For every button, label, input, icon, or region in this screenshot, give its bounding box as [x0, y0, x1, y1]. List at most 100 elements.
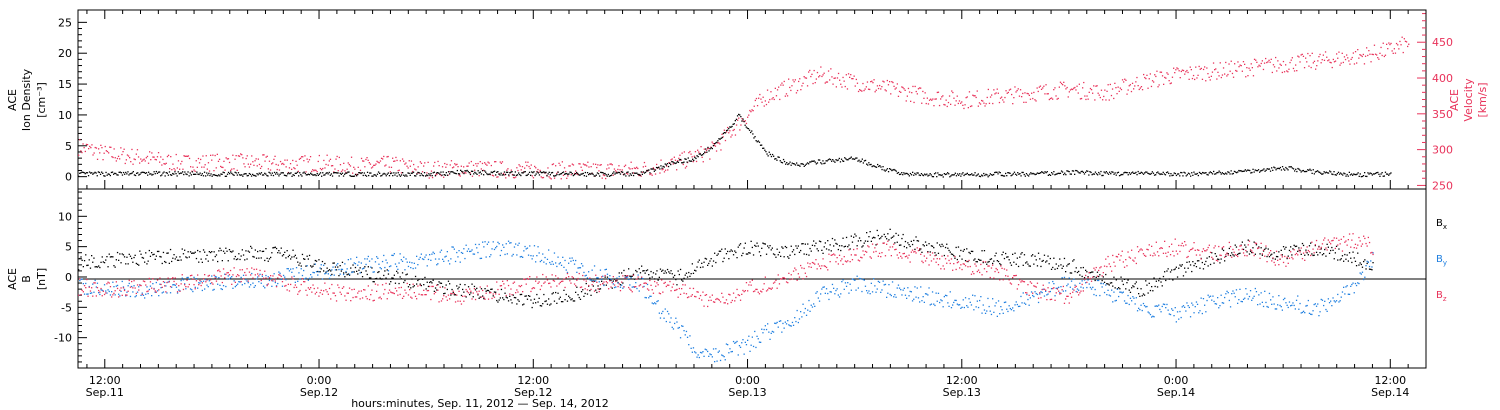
- velocity-point: [153, 156, 155, 158]
- velocity-point: [855, 78, 857, 81]
- bx-point: [948, 249, 950, 252]
- density-point: [1182, 175, 1184, 177]
- by-point: [505, 243, 507, 245]
- velocity-point: [1373, 44, 1376, 46]
- velocity-point: [1346, 54, 1348, 56]
- velocity-point: [406, 165, 408, 167]
- density-point: [960, 175, 962, 177]
- density-point: [218, 174, 220, 176]
- by-point: [1039, 293, 1041, 295]
- density-point: [415, 175, 417, 177]
- velocity-point: [1320, 62, 1322, 64]
- velocity-point: [1145, 77, 1147, 80]
- by-point: [87, 293, 89, 295]
- velocity-point: [1398, 48, 1400, 50]
- density-point: [814, 161, 816, 163]
- velocity-point: [214, 154, 216, 157]
- density-point: [717, 140, 719, 142]
- by-point: [1253, 295, 1255, 297]
- velocity-point: [436, 173, 438, 175]
- bx-point: [1330, 249, 1332, 252]
- density-point: [470, 170, 473, 172]
- bx-point: [1227, 253, 1229, 255]
- velocity-point: [529, 167, 531, 170]
- density-point: [167, 174, 169, 176]
- velocity-point: [81, 151, 83, 154]
- by-point: [666, 310, 669, 313]
- velocity-point: [133, 158, 135, 160]
- density-point: [176, 175, 178, 177]
- velocity-point: [563, 167, 566, 169]
- bx-point: [1344, 253, 1346, 256]
- bx-point: [1012, 253, 1014, 255]
- density-point: [88, 171, 91, 173]
- velocity-point: [921, 102, 923, 104]
- by-point: [869, 293, 871, 295]
- velocity-point: [750, 111, 752, 113]
- by-point: [159, 283, 161, 285]
- bx-point: [1237, 253, 1239, 256]
- bx-point: [86, 264, 88, 267]
- by-point: [182, 279, 185, 281]
- density-point: [149, 173, 151, 175]
- density-point: [359, 172, 361, 174]
- velocity-point: [1339, 64, 1341, 66]
- bx-point: [81, 259, 83, 261]
- by-point: [1127, 294, 1129, 297]
- by-point: [1254, 287, 1256, 290]
- by-point: [686, 336, 689, 338]
- bx-point: [1222, 249, 1225, 252]
- density-point: [1020, 175, 1022, 177]
- bx-point: [217, 260, 219, 263]
- density-point: [829, 158, 832, 161]
- bx-point: [1297, 250, 1299, 252]
- by-point: [572, 259, 574, 262]
- density-point: [1159, 173, 1161, 176]
- bx-point: [798, 251, 801, 253]
- velocity-point: [203, 166, 205, 168]
- by-point: [1049, 290, 1051, 293]
- bx-point: [132, 261, 134, 263]
- by-point: [975, 306, 977, 308]
- bx-point: [750, 240, 752, 242]
- by-point: [238, 281, 240, 283]
- by-point: [274, 281, 276, 284]
- velocity-point: [318, 154, 320, 157]
- velocity-point: [83, 147, 85, 149]
- density-point: [467, 170, 469, 173]
- bx-point: [856, 245, 858, 247]
- velocity-point: [487, 161, 489, 163]
- velocity-point: [891, 81, 893, 83]
- bx-point: [1189, 264, 1192, 266]
- density-point: [1381, 172, 1383, 174]
- velocity-point: [327, 164, 329, 166]
- velocity-point: [1257, 66, 1259, 68]
- bx-point: [837, 248, 839, 251]
- bx-point: [1171, 269, 1173, 271]
- bx-point: [923, 245, 925, 247]
- by-point: [602, 275, 604, 277]
- by-point: [1008, 305, 1010, 307]
- density-point: [177, 171, 179, 173]
- bz-point: [93, 282, 95, 284]
- density-point: [1151, 171, 1153, 173]
- bz-point: [142, 280, 145, 282]
- density-point: [101, 171, 103, 173]
- by-point: [347, 259, 349, 261]
- density-tick-label: 10: [58, 109, 72, 122]
- density-point: [1171, 174, 1173, 177]
- velocity-point: [708, 147, 710, 150]
- velocity-point: [1167, 73, 1169, 75]
- velocity-point: [933, 105, 935, 107]
- density-point: [542, 171, 544, 174]
- bx-point: [91, 255, 93, 257]
- velocity-point: [1190, 69, 1192, 71]
- density-point: [334, 172, 336, 174]
- by-point: [447, 260, 450, 262]
- velocity-point: [104, 145, 106, 148]
- bx-point: [917, 240, 920, 242]
- bx-point: [515, 297, 517, 299]
- velocity-point: [1300, 54, 1302, 56]
- by-point: [465, 244, 467, 246]
- density-point: [1135, 171, 1137, 174]
